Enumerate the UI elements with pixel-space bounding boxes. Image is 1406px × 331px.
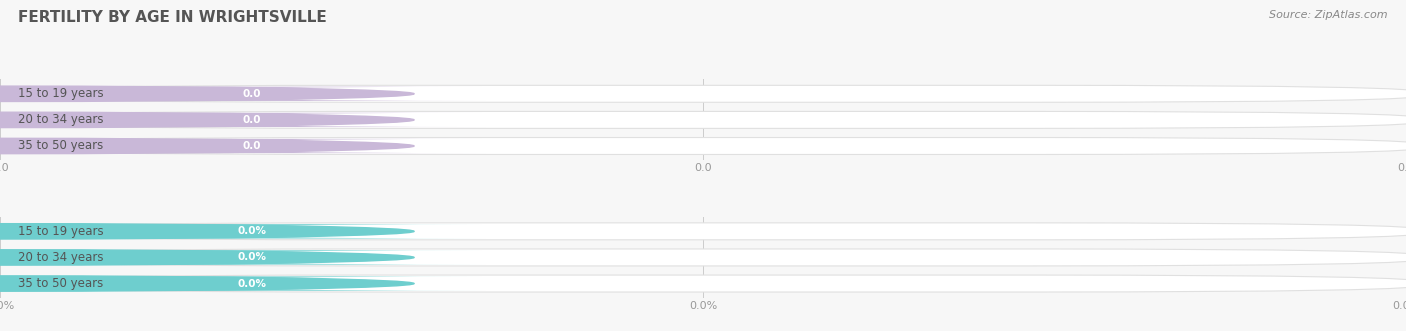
FancyBboxPatch shape — [0, 249, 1406, 266]
FancyBboxPatch shape — [0, 112, 1406, 128]
Text: 0.0%: 0.0% — [238, 226, 266, 236]
Text: 0.0: 0.0 — [242, 115, 262, 125]
Text: 35 to 50 years: 35 to 50 years — [18, 277, 104, 290]
FancyBboxPatch shape — [18, 139, 485, 153]
Text: 15 to 19 years: 15 to 19 years — [18, 87, 104, 100]
Text: 0.0: 0.0 — [242, 141, 262, 151]
FancyBboxPatch shape — [18, 113, 485, 127]
Circle shape — [0, 224, 413, 239]
Text: FERTILITY BY AGE IN WRIGHTSVILLE: FERTILITY BY AGE IN WRIGHTSVILLE — [18, 10, 328, 25]
Text: 20 to 34 years: 20 to 34 years — [18, 251, 104, 264]
Text: Source: ZipAtlas.com: Source: ZipAtlas.com — [1270, 10, 1388, 20]
Text: 20 to 34 years: 20 to 34 years — [18, 114, 104, 126]
Circle shape — [0, 112, 413, 127]
FancyBboxPatch shape — [0, 85, 1406, 102]
Text: 0.0%: 0.0% — [238, 279, 266, 289]
Circle shape — [0, 138, 413, 154]
FancyBboxPatch shape — [18, 87, 485, 101]
FancyBboxPatch shape — [18, 224, 485, 238]
Text: 35 to 50 years: 35 to 50 years — [18, 139, 104, 153]
FancyBboxPatch shape — [18, 276, 485, 291]
Text: 0.0%: 0.0% — [238, 253, 266, 262]
Text: 15 to 19 years: 15 to 19 years — [18, 225, 104, 238]
Circle shape — [0, 86, 413, 102]
FancyBboxPatch shape — [0, 275, 1406, 292]
FancyBboxPatch shape — [0, 137, 1406, 155]
FancyBboxPatch shape — [18, 250, 485, 264]
Circle shape — [0, 250, 413, 265]
Circle shape — [0, 276, 413, 291]
FancyBboxPatch shape — [0, 223, 1406, 240]
Text: 0.0: 0.0 — [242, 89, 262, 99]
